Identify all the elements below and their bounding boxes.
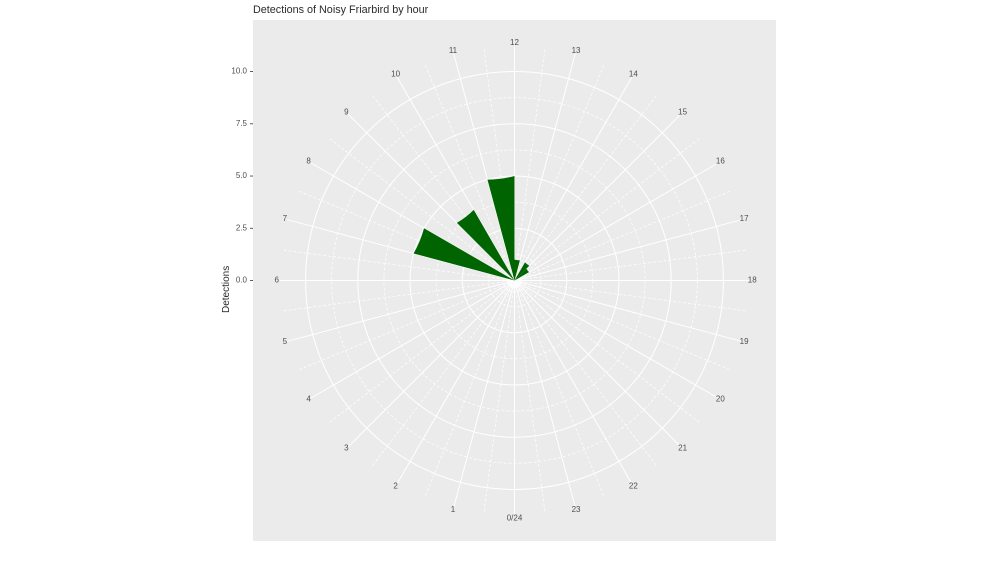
svg-text:18: 18 bbox=[748, 276, 757, 285]
svg-text:14: 14 bbox=[629, 70, 638, 79]
svg-text:3: 3 bbox=[344, 444, 349, 453]
svg-text:2: 2 bbox=[393, 481, 398, 490]
svg-text:2.5: 2.5 bbox=[236, 223, 248, 232]
svg-text:23: 23 bbox=[572, 505, 581, 514]
svg-text:6: 6 bbox=[275, 276, 280, 285]
svg-text:7: 7 bbox=[283, 214, 288, 223]
svg-text:13: 13 bbox=[572, 46, 581, 55]
svg-text:12: 12 bbox=[510, 38, 519, 47]
svg-text:0/24: 0/24 bbox=[507, 513, 523, 522]
svg-text:15: 15 bbox=[678, 108, 687, 117]
svg-text:22: 22 bbox=[629, 481, 638, 490]
svg-text:8: 8 bbox=[306, 157, 311, 166]
svg-text:5.0: 5.0 bbox=[236, 171, 248, 180]
svg-text:7.5: 7.5 bbox=[236, 119, 248, 128]
svg-text:9: 9 bbox=[344, 108, 349, 117]
svg-text:20: 20 bbox=[716, 394, 725, 403]
svg-text:0.0: 0.0 bbox=[236, 276, 248, 285]
svg-text:11: 11 bbox=[449, 46, 458, 55]
svg-text:1: 1 bbox=[451, 505, 456, 514]
svg-text:21: 21 bbox=[678, 444, 687, 453]
svg-text:4: 4 bbox=[306, 394, 311, 403]
svg-text:5: 5 bbox=[283, 337, 288, 346]
svg-text:10.0: 10.0 bbox=[231, 67, 247, 76]
svg-text:19: 19 bbox=[740, 337, 749, 346]
svg-text:10: 10 bbox=[391, 70, 400, 79]
svg-text:17: 17 bbox=[740, 214, 749, 223]
svg-text:16: 16 bbox=[716, 157, 725, 166]
